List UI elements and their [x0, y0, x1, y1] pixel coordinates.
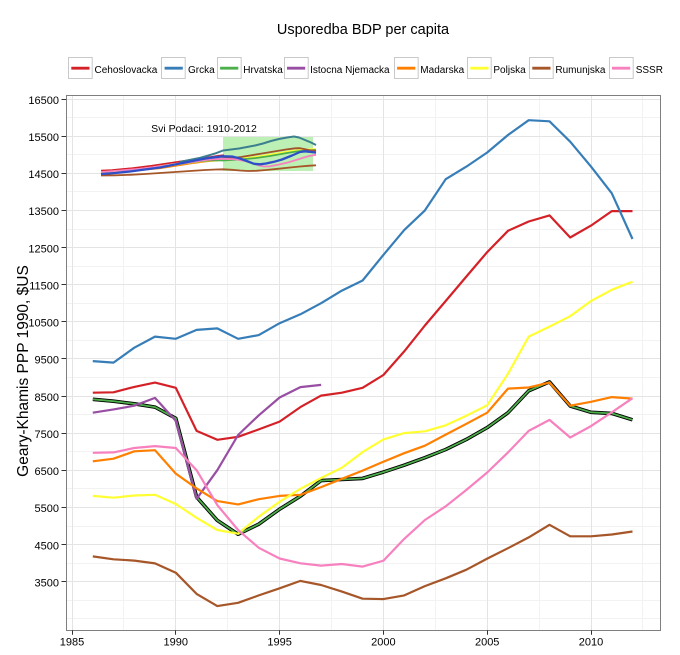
svg-text:8500: 8500 [35, 392, 59, 404]
svg-text:1990: 1990 [164, 637, 188, 649]
svg-text:9500: 9500 [35, 355, 59, 367]
svg-text:Usporedba BDP per capita: Usporedba BDP per capita [277, 22, 450, 38]
svg-text:Poljska: Poljska [493, 65, 526, 76]
svg-text:11500: 11500 [29, 280, 59, 292]
svg-text:SSSR: SSSR [636, 65, 663, 76]
svg-text:15500: 15500 [28, 132, 59, 144]
svg-text:7500: 7500 [35, 429, 59, 441]
svg-text:14500: 14500 [28, 169, 59, 181]
svg-text:Svi Podaci: 1910-2012: Svi Podaci: 1910-2012 [151, 123, 257, 135]
svg-text:2000: 2000 [371, 637, 395, 649]
svg-text:Madarska: Madarska [420, 65, 464, 76]
svg-text:5500: 5500 [35, 503, 59, 515]
svg-text:16500: 16500 [28, 95, 59, 107]
svg-text:2010: 2010 [579, 637, 603, 649]
svg-text:Grcka: Grcka [188, 65, 215, 76]
svg-text:10500: 10500 [28, 318, 59, 330]
svg-text:12500: 12500 [28, 243, 59, 255]
svg-text:Cehoslovacka: Cehoslovacka [95, 65, 158, 76]
svg-text:Istocna Njemacka: Istocna Njemacka [310, 65, 390, 76]
svg-text:1985: 1985 [60, 637, 84, 649]
svg-text:Geary-Khamis PPP 1990, $US: Geary-Khamis PPP 1990, $US [15, 265, 32, 477]
svg-text:6500: 6500 [35, 466, 59, 478]
svg-text:1995: 1995 [267, 637, 291, 649]
svg-text:4500: 4500 [35, 540, 59, 552]
svg-text:13500: 13500 [28, 206, 59, 218]
svg-text:Hrvatska: Hrvatska [243, 65, 283, 76]
svg-text:3500: 3500 [35, 577, 59, 589]
svg-text:2005: 2005 [475, 637, 499, 649]
svg-text:Rumunjska: Rumunjska [555, 65, 605, 76]
